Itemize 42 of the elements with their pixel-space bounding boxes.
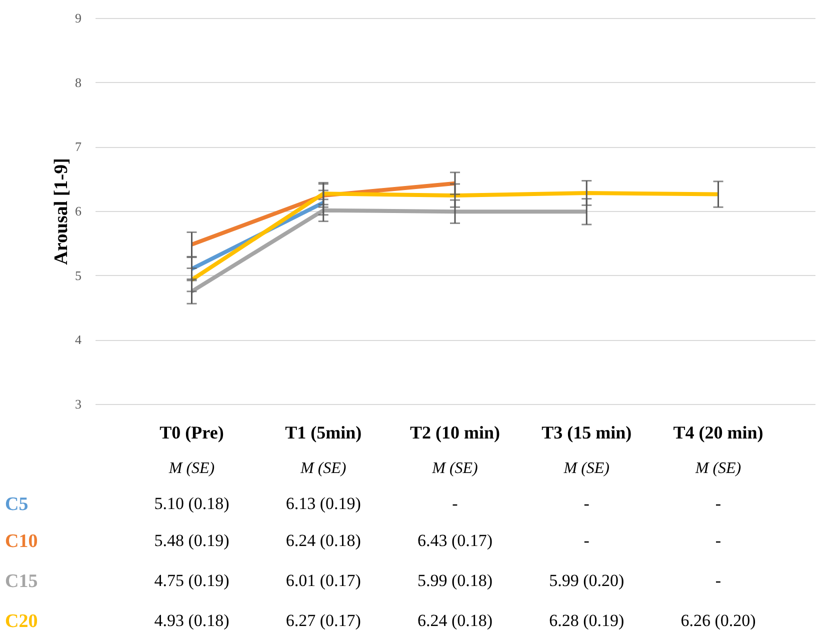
y-tick-label: 5 xyxy=(75,268,82,283)
y-tick-label: 7 xyxy=(75,139,82,154)
data-label: 6.26 (0.20) xyxy=(680,611,756,630)
data-label: 6.24 (0.18) xyxy=(286,531,361,550)
x-tick-label: T0 (Pre) xyxy=(160,422,224,442)
x-tick-label: T1 (5min) xyxy=(285,422,362,442)
data-label: 4.93 (0.18) xyxy=(154,611,230,630)
data-label: 6.13 (0.19) xyxy=(286,494,361,513)
data-label: 6.27 (0.17) xyxy=(286,611,361,630)
data-label: 5.10 (0.18) xyxy=(154,494,230,513)
data-label: 4.75 (0.19) xyxy=(154,571,230,590)
data-label: 5.99 (0.20) xyxy=(549,571,624,590)
data-label: 5.99 (0.18) xyxy=(417,571,493,590)
text: C5 xyxy=(5,494,28,515)
text: M (SE) xyxy=(564,460,610,477)
text: - xyxy=(584,494,590,513)
x-tick-label: T2 (10 min) xyxy=(410,422,500,442)
y-tick-label: 4 xyxy=(75,332,82,348)
text: C20 xyxy=(5,611,38,632)
text: M (SE) xyxy=(300,460,346,477)
data-label: 6.43 (0.17) xyxy=(417,531,493,550)
text: - xyxy=(584,531,590,550)
x-tick-label: T4 (20 min) xyxy=(673,422,764,442)
text: C10 xyxy=(5,531,38,552)
text: - xyxy=(452,494,458,513)
data-label: 6.01 (0.17) xyxy=(286,571,361,590)
text: - xyxy=(715,571,722,590)
y-axis-title: Arousal [1-9] xyxy=(51,158,72,265)
text: C15 xyxy=(5,571,38,592)
text: M (SE) xyxy=(168,460,215,477)
data-label: 6.24 (0.18) xyxy=(417,611,493,630)
y-tick-label: 8 xyxy=(75,74,82,90)
y-tick-label: 9 xyxy=(75,10,82,26)
data-label: 6.28 (0.19) xyxy=(549,611,624,630)
x-tick-label: T3 (15 min) xyxy=(542,422,632,442)
y-tick-label: 3 xyxy=(75,396,82,412)
text: - xyxy=(715,531,722,550)
y-tick-label: 6 xyxy=(75,204,82,218)
text: - xyxy=(715,494,722,513)
text: M (SE) xyxy=(432,460,478,477)
data-label: 5.48 (0.19) xyxy=(154,531,230,550)
text: M (SE) xyxy=(695,460,742,477)
